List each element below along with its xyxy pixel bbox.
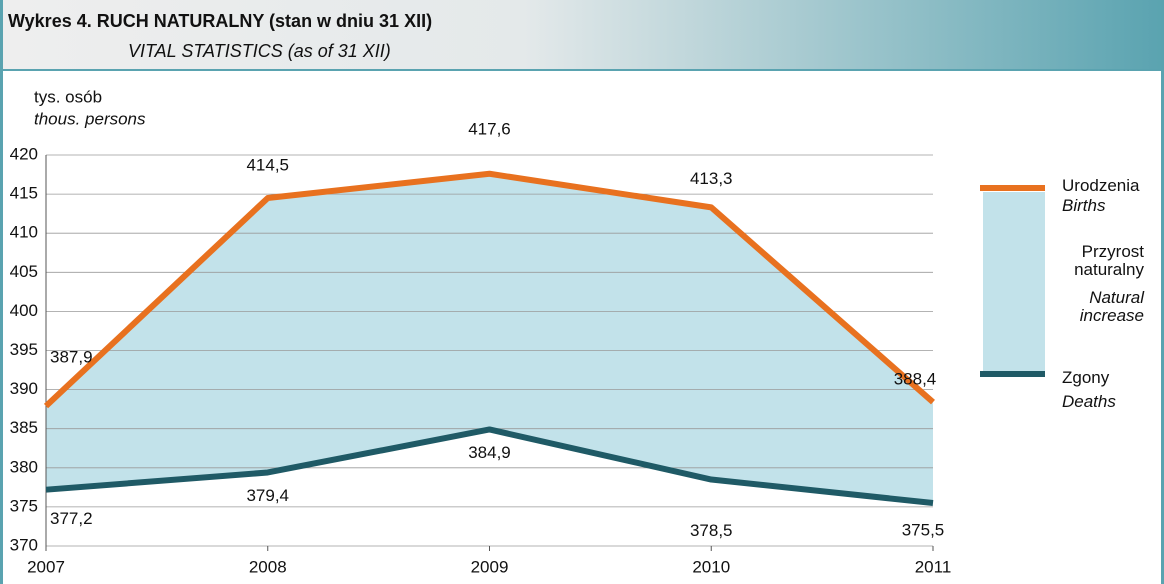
y-tick-label: 390	[10, 379, 38, 398]
data-label: 417,6	[468, 119, 511, 138]
x-tick-label: 2010	[692, 557, 730, 576]
data-label: 384,9	[468, 443, 511, 462]
legend-label: Zgony	[1062, 368, 1110, 387]
data-label: 414,5	[246, 155, 289, 174]
data-label: 375,5	[902, 520, 945, 539]
legend-label: Urodzenia	[1062, 176, 1140, 195]
data-label: 377,2	[50, 509, 93, 528]
y-axis-label: tys. osób	[34, 87, 102, 106]
legend-area-swatch	[983, 192, 1045, 374]
legend-label: Natural increase	[1079, 288, 1144, 325]
y-tick-label: 395	[10, 340, 38, 359]
y-tick-label: 420	[10, 144, 38, 163]
legend-area: Przyrost naturalny Natural increase	[1062, 243, 1144, 325]
chart-title: Wykres 4. RUCH NATURALNY (stan w dniu 31…	[8, 11, 432, 31]
data-label: 413,3	[690, 169, 733, 188]
legend-deaths: Zgony Deaths	[1062, 368, 1116, 412]
y-tick-label: 380	[10, 457, 38, 476]
line	[43, 170, 935, 409]
legend-label: Przyrost naturalny	[1074, 242, 1144, 279]
legend-label: Deaths	[1062, 392, 1116, 411]
data-label: 379,4	[246, 486, 289, 505]
x-tick-label: 2008	[249, 557, 287, 576]
x-tick-label: 2009	[471, 557, 509, 576]
line	[45, 426, 934, 506]
data-label: 387,9	[50, 348, 93, 367]
frame-right	[1161, 0, 1164, 584]
y-tick-label: 370	[10, 535, 38, 554]
x-tick-label: 2007	[27, 557, 65, 576]
chart-subtitle: VITAL STATISTICS (as of 31 XII)	[128, 41, 391, 61]
data-label: 378,5	[690, 521, 733, 540]
legend-births: Urodzenia Births	[1062, 176, 1140, 216]
data-label: 388,4	[894, 370, 937, 389]
y-tick-label: 400	[10, 301, 38, 320]
frame-left	[0, 0, 3, 584]
y-axis-label-en: thous. persons	[34, 109, 146, 128]
y-tick-label: 375	[10, 496, 38, 515]
y-tick-label: 410	[10, 223, 38, 242]
increase-area	[46, 173, 933, 503]
legend-label: Births	[1062, 196, 1106, 215]
y-tick-label: 405	[10, 262, 38, 281]
y-tick-label: 415	[10, 184, 38, 203]
x-tick-label: 2011	[915, 557, 952, 576]
y-tick-label: 385	[10, 418, 38, 437]
header	[0, 0, 1164, 70]
